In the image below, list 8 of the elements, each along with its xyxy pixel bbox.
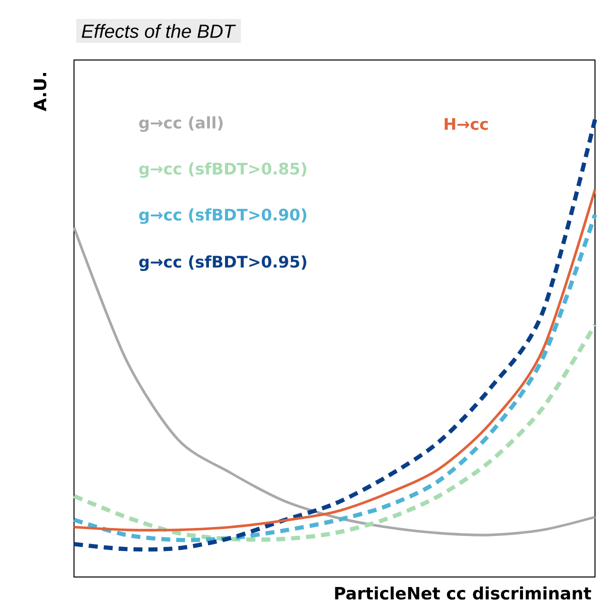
text: g→cc (sfBDT>0.95) [139, 255, 306, 271]
text: g→cc (all) [139, 116, 223, 132]
chart-title: Effects of the BDT [82, 24, 236, 38]
y-axis-title: A.U. [34, 73, 46, 112]
text: g→cc (sfBDT>0.85) [139, 162, 306, 178]
text: g→cc (sfBDT>0.90) [139, 208, 306, 224]
text: H→cc [444, 118, 488, 130]
x-axis-title: ParticleNet cc discriminant [335, 586, 592, 600]
